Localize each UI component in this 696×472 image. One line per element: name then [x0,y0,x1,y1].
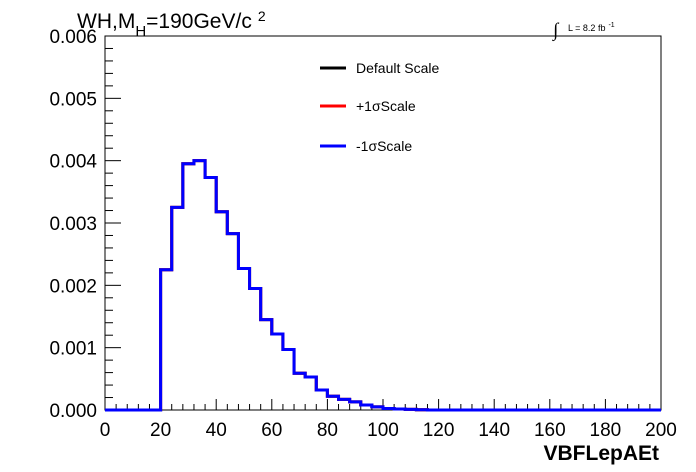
series-default-scale [105,159,661,412]
y-tick-label: 0.001 [49,339,97,360]
chart-title: WH,MH=190GeV/c 2 [77,8,266,40]
x-tick-label: 200 [645,420,677,441]
series-group [105,159,661,412]
y-tick-label: 0.004 [49,152,97,173]
y-axis-ticks: 0.000 0.001 0.002 0.003 0.004 0.005 0.006 [49,27,121,422]
legend-label-plus1sigma: +1σScale [356,98,416,114]
y-tick-label: 0.005 [49,89,97,110]
lumi-text: L = 8.2 fb [568,23,605,33]
y-tick-label: 0.006 [49,27,97,48]
x-tick-label: 40 [206,420,227,441]
title-subscript: H [135,23,146,40]
title-rest: =190GeV/c [146,10,252,33]
y-tick-label: 0.002 [49,276,97,297]
legend-label-minus1sigma: -1σScale [356,138,412,154]
title-main: WH,M [77,10,135,33]
x-axis-label: VBFLepAEt [544,442,660,465]
x-tick-label: 60 [261,420,282,441]
legend-label-default: Default Scale [356,60,439,76]
x-tick-label: 80 [317,420,338,441]
y-tick-label: 0.000 [49,401,97,422]
x-axis-ticks: 0 20 40 60 80 100 120 140 160 180 200 [100,399,677,441]
x-tick-label: 100 [367,420,399,441]
title-superscript: 2 [258,8,266,24]
y-tick-label: 0.003 [49,214,97,235]
legend: Default Scale +1σScale -1σScale [320,60,439,154]
lumi-superscript: -1 [608,22,614,29]
x-tick-label: 0 [100,420,111,441]
x-tick-label: 120 [423,420,455,441]
plot-frame [104,35,662,411]
x-tick-label: 20 [150,420,171,441]
x-tick-label: 180 [590,420,622,441]
lumi-integral: ∫ [552,20,560,42]
series-plus1sigma-scale [105,159,661,412]
x-tick-label: 140 [478,420,510,441]
lumi-label: L = 8.2 fb -1 [568,22,615,33]
series-minus1sigma-scale [105,159,661,412]
x-tick-label: 160 [534,420,566,441]
